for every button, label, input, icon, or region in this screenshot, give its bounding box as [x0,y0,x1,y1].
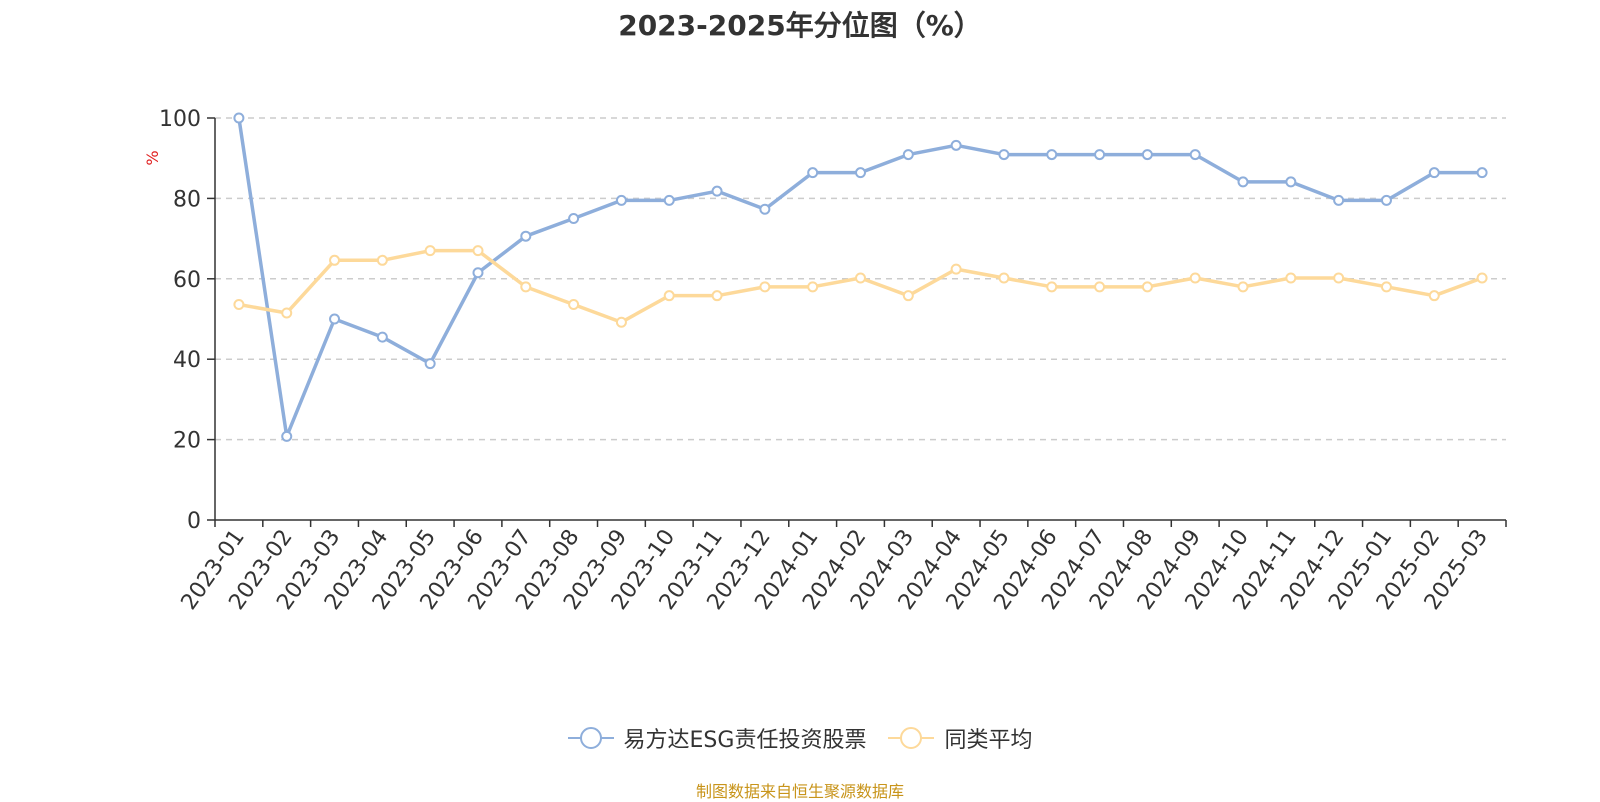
data-point-0 [615,194,627,206]
data-point-1 [1285,272,1297,284]
data-point-0 [950,139,962,151]
data-point-0 [1094,149,1106,161]
data-point-0 [807,167,819,179]
data-point-0 [329,313,341,325]
y-tick-label: 100 [159,107,201,132]
data-point-1 [950,263,962,275]
series-layer [233,112,1488,442]
data-point-1 [998,272,1010,284]
data-point-1 [615,316,627,328]
data-point-0 [711,185,723,197]
data-point-1 [807,281,819,293]
data-point-0 [568,213,580,224]
y-tick-label: 0 [187,509,201,534]
data-point-0 [1333,194,1345,206]
data-point-1 [1189,272,1201,284]
data-point-0 [663,194,675,206]
data-point-1 [1380,281,1392,293]
data-point-1 [1237,281,1249,293]
data-point-0 [902,149,914,161]
data-source-note: 制图数据来自恒生聚源数据库 [695,782,904,801]
data-point-1 [711,290,723,302]
data-point-1 [855,272,866,284]
data-point-1 [1476,272,1488,284]
axis-layer: 020406080100%2023-012023-022023-032023-0… [143,107,1507,615]
data-point-1 [759,281,771,293]
legend-label-peer-average: 同类平均 [944,728,1033,753]
data-point-0 [281,430,293,442]
data-point-1 [1333,272,1345,284]
series-line-1 [238,248,1483,324]
data-point-1 [1141,281,1153,293]
data-point-0 [520,230,532,242]
data-point-0 [759,203,771,215]
data-point-1 [376,254,388,266]
data-point-0 [1189,149,1201,161]
data-point-1 [663,290,675,302]
data-point-0 [1285,176,1297,188]
y-tick-label: 20 [173,429,201,454]
data-point-0 [376,331,388,343]
legend-item-fund[interactable]: 易方达ESG责任投资股票 [567,722,867,754]
chart-title: 2023-2025年分位图（%） [618,9,982,42]
y-tick-label: 40 [173,348,201,373]
data-point-0 [1428,167,1440,179]
data-point-1 [1046,281,1058,293]
data-point-1 [329,254,341,266]
data-point-1 [902,290,914,302]
legend-swatch-peer-average [888,726,935,750]
y-axis-label: % [143,150,162,165]
data-point-0 [424,358,436,370]
y-tick-label: 60 [173,268,201,293]
data-point-0 [1237,176,1249,188]
data-point-1 [472,245,484,257]
data-point-1 [1428,290,1440,302]
data-point-0 [998,149,1010,161]
data-point-0 [233,112,245,124]
data-point-1 [424,245,436,257]
data-point-0 [855,167,866,179]
data-point-0 [1380,194,1392,206]
data-point-0 [1046,149,1058,161]
data-point-0 [1141,149,1153,161]
data-point-0 [472,267,484,279]
y-tick-label: 80 [173,187,201,212]
data-point-1 [233,299,245,311]
data-point-1 [1094,281,1106,293]
data-point-0 [1476,167,1488,179]
legend-label-fund: 易方达ESG责任投资股票 [623,728,867,753]
legend-item-peer-average[interactable]: 同类平均 [888,722,1032,754]
data-point-1 [520,281,532,293]
data-point-1 [281,307,293,319]
legend-swatch-fund [567,726,614,750]
data-point-1 [568,299,580,311]
legend: 易方达ESG责任投资股票 同类平均 [0,722,1600,754]
